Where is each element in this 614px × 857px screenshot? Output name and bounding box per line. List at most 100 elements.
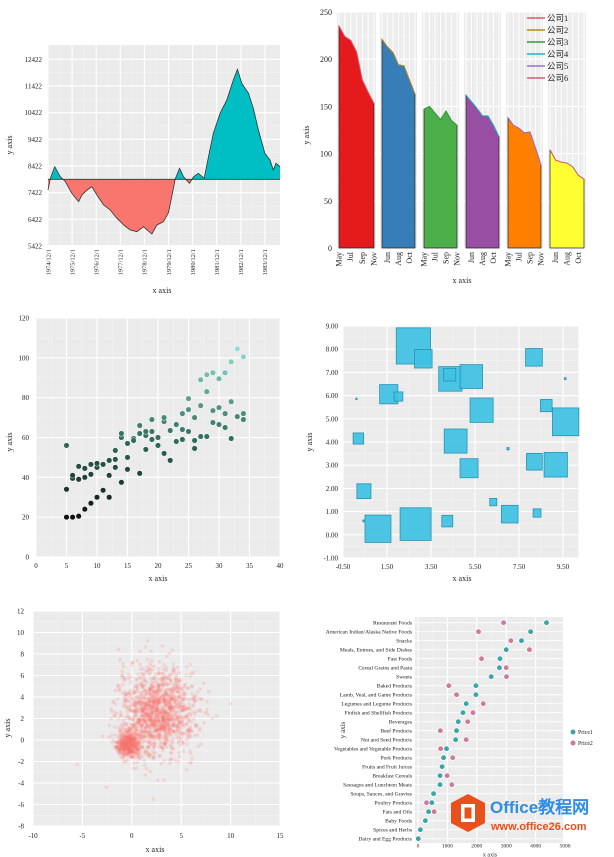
data-point <box>164 740 169 745</box>
data-point <box>161 675 165 679</box>
data-point <box>130 702 134 706</box>
data-point <box>122 735 126 740</box>
data-point <box>132 711 137 715</box>
data-point <box>134 738 138 743</box>
x-axis-label: x axis <box>146 845 165 854</box>
data-point <box>196 744 200 749</box>
data-point <box>147 733 151 738</box>
data-point <box>178 704 183 708</box>
data-point <box>178 701 183 705</box>
data-point <box>133 723 137 728</box>
y-tick-label: 50 <box>324 197 332 206</box>
data-point <box>163 704 167 708</box>
data-point <box>160 728 164 732</box>
data-point <box>122 734 127 739</box>
data-point <box>178 715 183 719</box>
x-tick-label: 9.50 <box>557 563 570 571</box>
data-point <box>138 699 143 703</box>
data-point <box>161 746 165 750</box>
data-point <box>175 685 180 690</box>
data-point <box>153 680 158 685</box>
data-point <box>154 694 159 698</box>
data-point <box>177 694 181 699</box>
data-point <box>133 742 138 747</box>
data-point <box>161 698 166 703</box>
data-point <box>154 719 158 723</box>
data-point <box>140 726 145 730</box>
data-point <box>169 750 173 754</box>
data-point <box>140 741 145 745</box>
data-point <box>175 724 179 728</box>
data-point <box>157 711 162 715</box>
data-point <box>125 743 129 748</box>
data-point <box>175 723 180 728</box>
data-point <box>150 722 155 727</box>
data-point <box>140 699 144 704</box>
data-point <box>202 721 206 725</box>
data-point <box>178 683 183 687</box>
data-point <box>132 690 137 695</box>
data-point <box>240 416 247 423</box>
data-point <box>121 751 126 755</box>
data-point <box>150 710 155 714</box>
x-tick-label: Jul <box>431 251 440 261</box>
data-point <box>171 709 176 713</box>
y-tick-label: 100 <box>19 354 30 362</box>
data-point <box>214 714 219 718</box>
price1-point <box>425 808 432 815</box>
data-point <box>158 754 162 758</box>
data-point <box>136 672 140 677</box>
data-point <box>190 756 194 761</box>
data-point <box>136 707 141 712</box>
price2-point <box>475 628 482 635</box>
data-point <box>125 737 129 741</box>
data-point <box>183 697 187 701</box>
data-point <box>145 715 149 719</box>
data-point <box>156 698 160 702</box>
data-point <box>136 741 140 745</box>
x-tick-label: 1.50 <box>381 563 394 571</box>
watermark-url: www.office26.com <box>490 821 587 833</box>
data-point <box>93 494 101 501</box>
data-point <box>126 696 131 700</box>
data-point <box>161 715 165 720</box>
data-point <box>144 735 148 739</box>
data-point <box>168 717 173 722</box>
data-point <box>124 716 128 720</box>
data-point <box>144 711 149 716</box>
data-point <box>157 660 162 664</box>
data-point <box>122 739 127 744</box>
x-axis-label: x axis <box>153 286 172 295</box>
data-point <box>164 668 168 673</box>
data-point <box>123 734 127 739</box>
data-point <box>161 696 165 700</box>
data-point <box>146 669 150 673</box>
data-point <box>144 703 148 707</box>
data-point <box>130 734 135 738</box>
data-point <box>128 747 133 751</box>
data-point <box>180 698 184 702</box>
data-point <box>140 718 144 722</box>
data-point <box>151 703 155 708</box>
data-point <box>129 740 133 744</box>
data-point <box>134 710 139 714</box>
data-point <box>167 457 174 464</box>
data-point <box>180 719 185 723</box>
square-marker <box>506 447 510 451</box>
data-point <box>166 717 170 721</box>
data-point <box>144 718 148 723</box>
data-point <box>176 740 181 745</box>
data-point <box>128 708 132 712</box>
data-point <box>154 720 159 724</box>
data-point <box>122 695 127 700</box>
data-point <box>174 680 178 684</box>
data-point <box>153 689 158 694</box>
data-point <box>204 710 208 715</box>
data-point <box>171 715 175 720</box>
data-point <box>123 742 127 747</box>
data-point <box>150 706 154 710</box>
data-point <box>153 702 157 706</box>
data-point <box>166 717 171 721</box>
data-point <box>191 437 198 444</box>
x-tick-label: 1980/12/1 <box>190 249 197 275</box>
